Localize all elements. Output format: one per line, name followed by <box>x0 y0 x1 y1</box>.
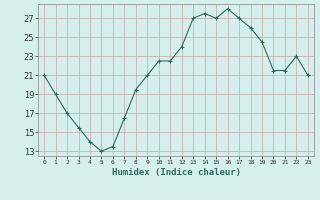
X-axis label: Humidex (Indice chaleur): Humidex (Indice chaleur) <box>111 168 241 177</box>
